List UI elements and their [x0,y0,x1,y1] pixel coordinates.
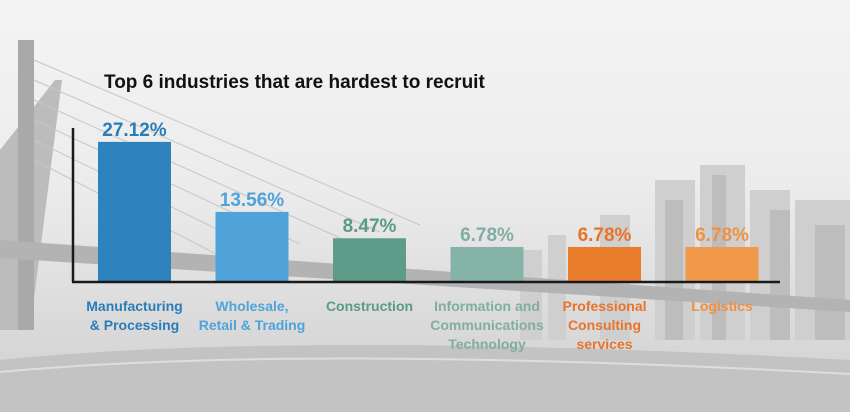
bar-2 [333,238,406,282]
data-label-5: 6.78% [695,225,749,246]
data-label-2: 8.47% [343,216,397,237]
bar-3 [450,246,524,282]
category-label-0: Manufacturing & Processing [86,298,183,333]
category-label-3: Information and Communications Technolog… [430,298,544,352]
bar-1 [215,211,289,282]
data-label-4: 6.78% [578,225,632,246]
category-label-2: Construction [325,298,414,314]
bar-4 [568,246,641,282]
data-label-3: 6.78% [460,225,514,246]
data-label-1: 13.56% [220,190,285,211]
data-label-0: 27.12% [102,120,167,141]
category-label-1: Wholesale, Retail & Trading [198,298,306,333]
chart-title: Top 6 industries that are hardest to rec… [104,72,485,93]
bar-5 [685,246,759,282]
category-label-5: Logistics [691,298,753,314]
category-label-4: Professional Consulting services [562,298,647,352]
bar-0 [98,141,171,282]
